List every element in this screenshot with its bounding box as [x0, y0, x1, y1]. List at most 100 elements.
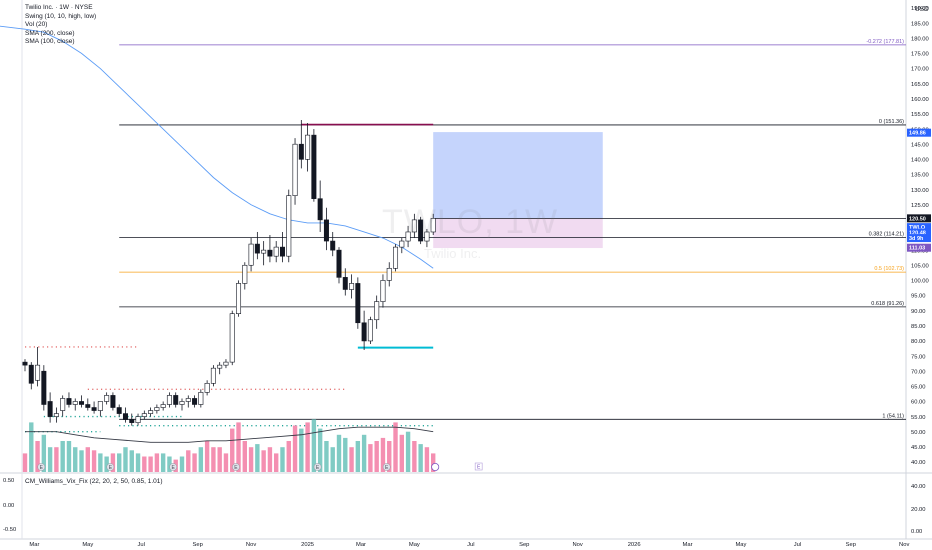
- volume-bar: [154, 453, 160, 472]
- legend-sma-100[interactable]: SMA (100, close): [25, 38, 75, 45]
- volume-bar: [355, 441, 361, 472]
- candle-body: [342, 277, 348, 290]
- volume-bar: [160, 453, 166, 472]
- price-tick-label: 60.00: [911, 400, 926, 406]
- volume-bar: [412, 441, 417, 472]
- volume-bar: [217, 447, 222, 472]
- price-tick-label: 155.00: [911, 112, 929, 118]
- price-tick-label: 90.00: [911, 309, 926, 315]
- earnings-marker-letter: E: [40, 465, 44, 471]
- price-tick-label: 160.00: [911, 97, 929, 103]
- candle-body: [242, 264, 248, 284]
- volume-bar: [311, 419, 317, 472]
- chart-legend[interactable]: Twilio Inc. · 1W · NYSE Swing (10, 10, h…: [25, 4, 96, 47]
- fib-level-label: 1 (54.11): [882, 413, 904, 419]
- volume-bar: [35, 441, 40, 472]
- volume-bar: [66, 441, 72, 472]
- candle-body: [254, 243, 260, 254]
- price-tick-label: 55.00: [911, 415, 926, 421]
- future-earnings-letter: E: [477, 465, 481, 471]
- price-tick-label: 130.00: [911, 188, 929, 194]
- fib-level-label: 0 (151.36): [879, 119, 904, 125]
- volume-bar: [148, 456, 153, 472]
- candle-body: [160, 404, 166, 408]
- legend-swing[interactable]: Swing (10, 10, high, low): [25, 12, 97, 20]
- time-axis-label: 2025: [301, 542, 314, 548]
- legend-volume[interactable]: Vol (20): [25, 21, 48, 28]
- volume-bar: [380, 437, 386, 472]
- candle-body: [279, 246, 285, 257]
- lower-axis-label: 20.00: [911, 507, 926, 513]
- candle-body: [430, 218, 436, 233]
- candle-body: [355, 283, 361, 324]
- volume-bar: [22, 453, 28, 472]
- price-tag-bg: [907, 214, 931, 223]
- volume-bar: [387, 441, 392, 472]
- candle-body: [336, 249, 342, 278]
- price-tick-label: 190.00: [911, 6, 929, 12]
- volume-bar: [204, 441, 210, 472]
- volume-bar: [211, 447, 216, 472]
- volume-bar: [374, 441, 379, 472]
- candle-body: [66, 398, 72, 405]
- price-tick-label: 80.00: [911, 339, 926, 345]
- price-tick-label: 70.00: [911, 369, 926, 375]
- candle-body: [305, 134, 311, 160]
- volume-bar: [431, 453, 436, 472]
- candle-body: [393, 246, 399, 269]
- price-tick-label: 100.00: [911, 279, 929, 285]
- volume-bar: [79, 450, 84, 472]
- sma-200-line: [25, 426, 434, 443]
- watermark-name: Twilio Inc.: [424, 246, 482, 261]
- price-tag-bg: [907, 243, 931, 252]
- candle-body: [204, 383, 210, 393]
- volume-bar: [104, 456, 109, 472]
- candle-body: [374, 301, 380, 321]
- candle-body: [173, 395, 179, 405]
- candle-body: [267, 249, 273, 257]
- volume-bar: [223, 453, 229, 472]
- fib-level-label: 0.618 (91.26): [871, 301, 904, 307]
- candle-body: [223, 361, 229, 366]
- vix-fix-label[interactable]: CM_Williams_Vix_Fix (22, 20, 2, 50, 0.85…: [25, 478, 163, 485]
- candle-body: [97, 401, 103, 411]
- price-tick-label: 140.00: [911, 158, 929, 164]
- price-tick-label: 125.00: [911, 203, 929, 209]
- candle-body: [91, 407, 97, 411]
- candle-body: [386, 267, 392, 281]
- candle-body: [104, 395, 110, 402]
- price-tick-label: 65.00: [911, 385, 926, 391]
- price-tick-label: 105.00: [911, 263, 929, 269]
- price-tag-bg: [907, 228, 931, 237]
- lower-axis-label: 40.00: [911, 484, 926, 490]
- candle-body: [330, 240, 336, 251]
- candle-body: [116, 407, 122, 414]
- earnings-marker-letter: E: [171, 465, 175, 471]
- candle-body: [323, 219, 329, 242]
- candle-body: [349, 283, 355, 290]
- candle-body: [248, 243, 254, 266]
- volume-bar: [85, 447, 90, 472]
- candle-body: [141, 413, 147, 417]
- time-axis-label: Sep: [846, 542, 856, 548]
- price-tag-text: 149.86: [909, 131, 926, 137]
- volume-bar: [336, 434, 342, 472]
- candle-body: [22, 361, 28, 366]
- candle-body: [292, 143, 298, 196]
- left-axis-label: 0.50: [3, 478, 14, 484]
- volume-bar: [393, 422, 398, 472]
- candle-body: [53, 413, 59, 417]
- candle-body: [135, 416, 141, 423]
- candle-body: [35, 364, 41, 381]
- price-tag-bg: [907, 223, 931, 232]
- legend-sma-200[interactable]: SMA (200, close): [25, 29, 75, 37]
- volume-bar: [91, 450, 97, 472]
- time-axis-label: May: [409, 542, 420, 548]
- candle-body: [405, 231, 411, 242]
- price-tick-label: 185.00: [911, 21, 929, 27]
- candle-body: [198, 392, 204, 405]
- candle-body: [154, 407, 160, 411]
- watermark-ticker: TWLO, 1W: [382, 203, 559, 241]
- currency-label[interactable]: USD: [915, 6, 929, 13]
